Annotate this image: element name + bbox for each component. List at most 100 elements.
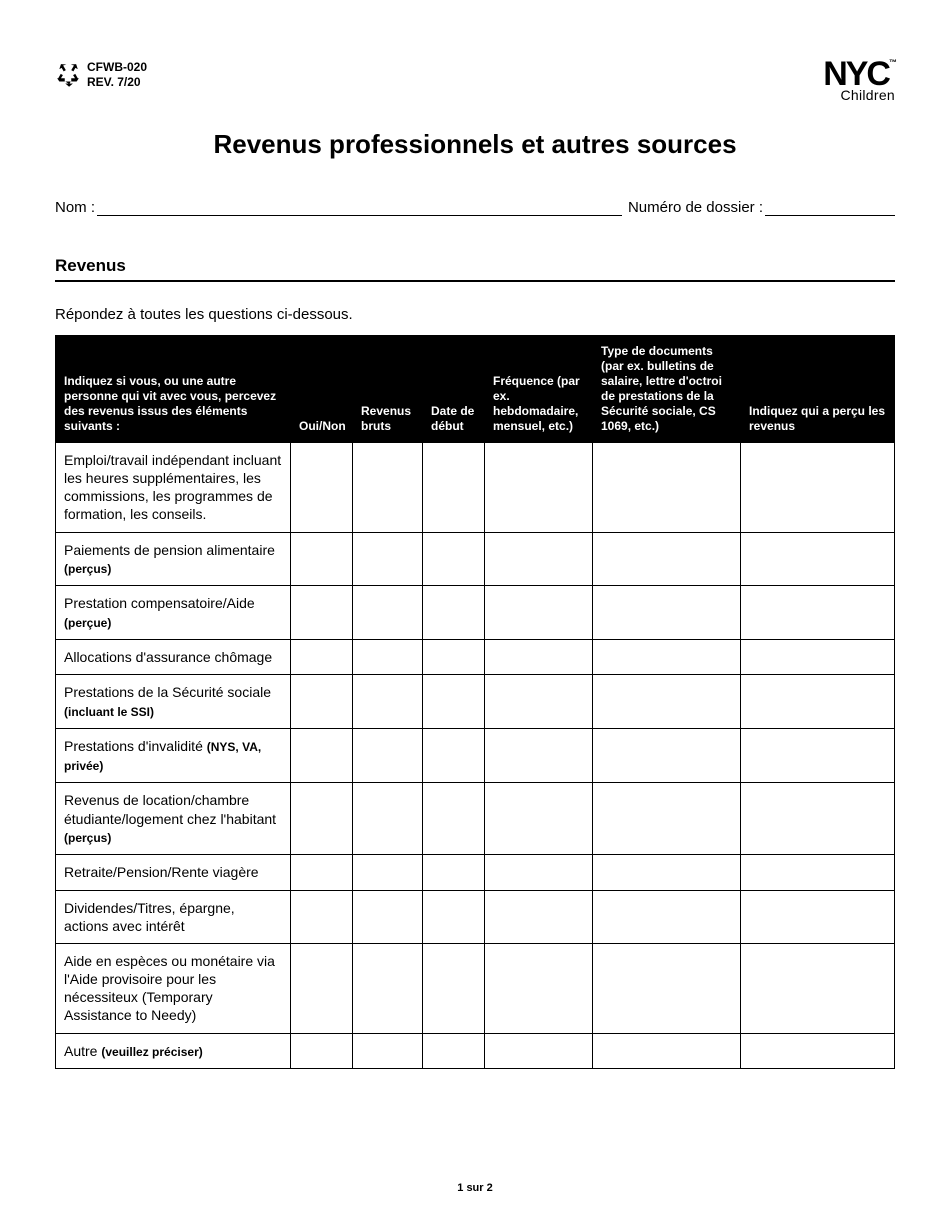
row-label-paren: (perçus) <box>64 562 111 576</box>
th-docs: Type de documents (par ex. bulletins de … <box>593 335 741 442</box>
cell-input[interactable] <box>353 783 423 855</box>
row-label: Prestation compensatoire/Aide (perçue) <box>56 586 291 640</box>
th-who: Indiquez qui a perçu les revenus <box>741 335 895 442</box>
cell-input[interactable] <box>423 675 485 729</box>
cell-input[interactable] <box>485 586 593 640</box>
row-label-paren: (perçue) <box>64 616 111 630</box>
nyc-logo-text: NYC™ <box>823 60 895 89</box>
cell-input[interactable] <box>423 783 485 855</box>
cell-input[interactable] <box>593 729 741 783</box>
cell-input[interactable] <box>593 1033 741 1069</box>
case-input-line[interactable] <box>765 198 895 216</box>
th-freq: Fréquence (par ex. hebdomadaire, mensuel… <box>485 335 593 442</box>
nyc-children-logo: NYC™ Children <box>823 60 895 103</box>
cell-input[interactable] <box>741 855 895 890</box>
cell-input[interactable] <box>423 1033 485 1069</box>
row-label-main: Autre <box>64 1043 101 1059</box>
cell-input[interactable] <box>291 586 353 640</box>
cell-input[interactable] <box>593 783 741 855</box>
table-row: Paiements de pension alimentaire (perçus… <box>56 532 895 586</box>
cell-input[interactable] <box>353 586 423 640</box>
recycle-icon <box>55 62 81 88</box>
cell-input[interactable] <box>291 729 353 783</box>
cell-input[interactable] <box>485 890 593 943</box>
cell-input[interactable] <box>741 586 895 640</box>
cell-input[interactable] <box>423 729 485 783</box>
section-heading: Revenus <box>55 256 895 276</box>
row-label: Paiements de pension alimentaire (perçus… <box>56 532 291 586</box>
cell-input[interactable] <box>593 442 741 532</box>
cell-input[interactable] <box>291 532 353 586</box>
row-label-main: Paiements de pension alimentaire <box>64 542 275 558</box>
row-label-main: Allocations d'assurance chômage <box>64 649 272 665</box>
row-label-main: Revenus de location/chambre étudiante/lo… <box>64 792 276 826</box>
table-row: Allocations d'assurance chômage <box>56 640 895 675</box>
cell-input[interactable] <box>291 1033 353 1069</box>
cell-input[interactable] <box>291 943 353 1033</box>
cell-input[interactable] <box>741 640 895 675</box>
cell-input[interactable] <box>423 855 485 890</box>
cell-input[interactable] <box>593 532 741 586</box>
th-gross: Revenus bruts <box>353 335 423 442</box>
cell-input[interactable] <box>423 532 485 586</box>
case-label: Numéro de dossier : <box>628 199 763 216</box>
cell-input[interactable] <box>593 943 741 1033</box>
cell-input[interactable] <box>593 675 741 729</box>
cell-input[interactable] <box>593 586 741 640</box>
cell-input[interactable] <box>353 640 423 675</box>
cell-input[interactable] <box>353 855 423 890</box>
cell-input[interactable] <box>353 943 423 1033</box>
cell-input[interactable] <box>353 729 423 783</box>
cell-input[interactable] <box>423 442 485 532</box>
cell-input[interactable] <box>353 675 423 729</box>
cell-input[interactable] <box>593 855 741 890</box>
cell-input[interactable] <box>485 532 593 586</box>
th-yesno: Oui/Non <box>291 335 353 442</box>
table-row: Dividendes/Titres, épargne, actions avec… <box>56 890 895 943</box>
name-input-line[interactable] <box>97 198 622 216</box>
cell-input[interactable] <box>291 890 353 943</box>
cell-input[interactable] <box>741 890 895 943</box>
cell-input[interactable] <box>485 855 593 890</box>
cell-input[interactable] <box>593 640 741 675</box>
cell-input[interactable] <box>741 442 895 532</box>
table-row: Revenus de location/chambre étudiante/lo… <box>56 783 895 855</box>
row-label: Retraite/Pension/Rente viagère <box>56 855 291 890</box>
cell-input[interactable] <box>423 586 485 640</box>
cell-input[interactable] <box>741 783 895 855</box>
table-row: Prestations d'invalidité (NYS, VA, privé… <box>56 729 895 783</box>
cell-input[interactable] <box>485 1033 593 1069</box>
table-row: Prestation compensatoire/Aide (perçue) <box>56 586 895 640</box>
cell-input[interactable] <box>353 890 423 943</box>
cell-input[interactable] <box>291 442 353 532</box>
cell-input[interactable] <box>423 890 485 943</box>
cell-input[interactable] <box>353 442 423 532</box>
cell-input[interactable] <box>423 640 485 675</box>
form-code: CFWB-020 <box>87 60 147 75</box>
cell-input[interactable] <box>485 442 593 532</box>
cell-input[interactable] <box>485 729 593 783</box>
cell-input[interactable] <box>741 1033 895 1069</box>
cell-input[interactable] <box>353 1033 423 1069</box>
th-source: Indiquez si vous, ou une autre personne … <box>56 335 291 442</box>
cell-input[interactable] <box>741 729 895 783</box>
cell-input[interactable] <box>741 943 895 1033</box>
cell-input[interactable] <box>593 890 741 943</box>
cell-input[interactable] <box>485 675 593 729</box>
cell-input[interactable] <box>485 640 593 675</box>
income-table-body: Emploi/travail indépendant incluant les … <box>56 442 895 1068</box>
form-id-text: CFWB-020 REV. 7/20 <box>87 60 147 90</box>
cell-input[interactable] <box>485 943 593 1033</box>
row-label-main: Dividendes/Titres, épargne, actions avec… <box>64 900 235 934</box>
cell-input[interactable] <box>423 943 485 1033</box>
cell-input[interactable] <box>291 855 353 890</box>
form-revision: REV. 7/20 <box>87 75 147 90</box>
cell-input[interactable] <box>485 783 593 855</box>
cell-input[interactable] <box>741 675 895 729</box>
cell-input[interactable] <box>291 640 353 675</box>
cell-input[interactable] <box>741 532 895 586</box>
row-label: Emploi/travail indépendant incluant les … <box>56 442 291 532</box>
cell-input[interactable] <box>291 783 353 855</box>
cell-input[interactable] <box>291 675 353 729</box>
cell-input[interactable] <box>353 532 423 586</box>
